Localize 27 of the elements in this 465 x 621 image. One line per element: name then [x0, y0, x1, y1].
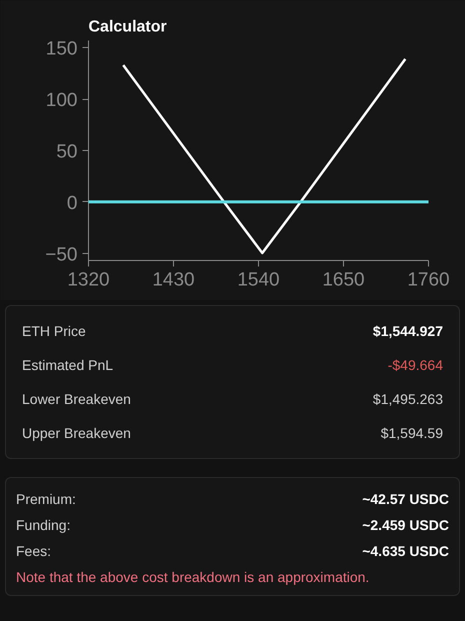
- y-tick-label: 0: [66, 192, 78, 214]
- text: ~4.635 USDC: [362, 542, 449, 561]
- x-tick-label: 1430: [152, 270, 195, 290]
- text: Funding:: [16, 516, 70, 535]
- text: Upper Breakeven: [22, 424, 131, 443]
- text: ~42.57 USDC: [362, 490, 449, 509]
- x-tick-label: 1320: [67, 270, 110, 290]
- text: Fees:: [16, 542, 52, 561]
- chart-title: Calculator: [88, 18, 167, 36]
- text: Lower Breakeven: [22, 390, 131, 409]
- y-tick-label: 150: [46, 38, 78, 60]
- y-tick-label: 50: [56, 142, 78, 162]
- text: $1,544.927: [372, 322, 443, 341]
- text: $1,594.59: [380, 424, 443, 443]
- x-tick-label: 1760: [407, 270, 450, 290]
- text: -$49.664: [388, 356, 443, 375]
- text: $1,495.263: [372, 390, 443, 409]
- y-tick-label: 100: [46, 90, 78, 112]
- y-tick-label: −50: [45, 244, 78, 266]
- text: Note that the above cost breakdown is an approximation.: [16, 568, 370, 587]
- text: Estimated PnL: [22, 356, 114, 375]
- line-series: [122, 58, 407, 254]
- text: ~2.459 USDC: [362, 516, 449, 535]
- text: ETH Price: [22, 322, 86, 341]
- x-tick-label: 1650: [322, 270, 365, 290]
- text: Premium:: [16, 490, 76, 509]
- x-tick-label: 1540: [237, 270, 280, 290]
